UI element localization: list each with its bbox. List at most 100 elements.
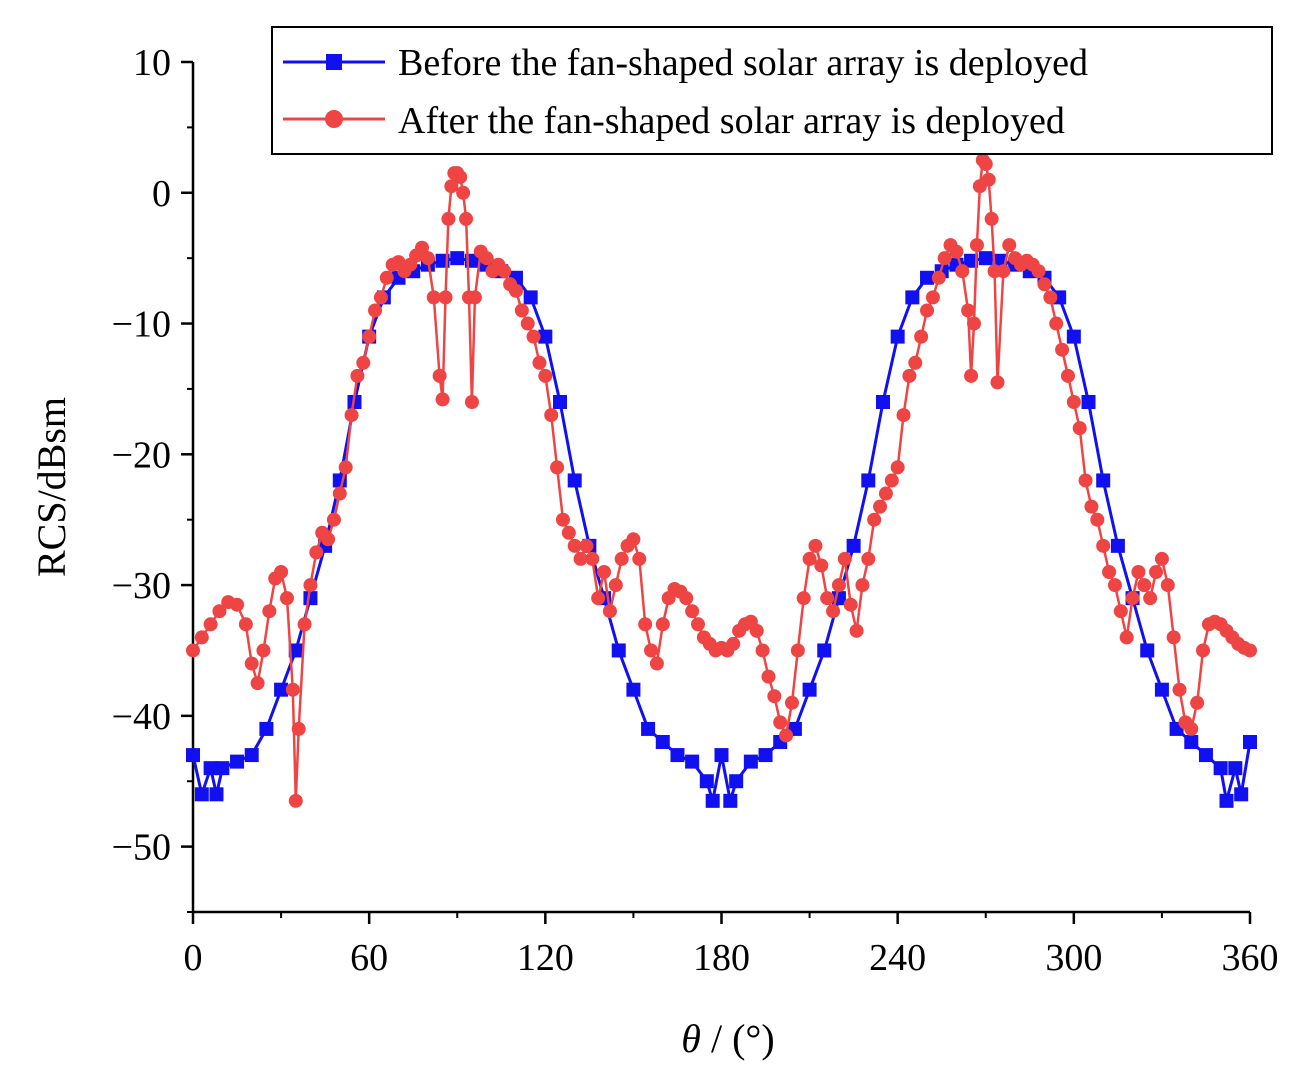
x-axis-unit: / (°): [701, 1016, 775, 1061]
y-tick-label: −50: [112, 827, 171, 869]
data-point: [274, 565, 289, 579]
data-point: [626, 682, 641, 697]
series-layer: [186, 153, 1257, 808]
data-point: [808, 538, 823, 553]
data-point: [626, 532, 641, 547]
data-point: [632, 551, 647, 566]
data-point: [441, 211, 456, 226]
data-point: [544, 408, 559, 423]
data-point: [1243, 643, 1257, 658]
data-point: [344, 408, 359, 423]
data-point: [309, 545, 324, 560]
data-point: [670, 748, 685, 763]
data-point: [1072, 421, 1087, 436]
data-point: [649, 656, 664, 671]
data-point: [203, 761, 218, 776]
data-point: [573, 551, 588, 566]
data-point: [908, 355, 923, 370]
data-point: [937, 251, 952, 266]
data-point: [699, 774, 714, 789]
data-point: [1149, 565, 1164, 579]
data-point: [212, 604, 227, 619]
data-point: [685, 754, 700, 769]
data-point: [238, 617, 253, 632]
y-tick-label: 10: [133, 42, 171, 84]
data-point: [814, 558, 829, 573]
legend-label-after: After the fan-shaped solar array is depl…: [398, 100, 1065, 142]
data-point: [790, 643, 805, 658]
x-tick-label: 360: [1222, 937, 1279, 979]
data-point: [1037, 277, 1052, 292]
data-point: [288, 643, 303, 658]
data-point: [453, 170, 468, 185]
y-tick-label: −40: [112, 696, 171, 738]
data-point: [285, 682, 300, 697]
data-point: [520, 316, 535, 331]
data-point: [1166, 630, 1181, 645]
data-point: [890, 329, 905, 344]
data-point: [1031, 264, 1046, 279]
data-point: [215, 761, 230, 776]
data-point: [230, 597, 245, 612]
data-point: [875, 395, 890, 409]
data-point: [964, 368, 979, 383]
data-point: [420, 251, 435, 266]
data-point: [614, 551, 629, 566]
data-point: [644, 643, 659, 658]
x-tick-label: 60: [350, 937, 388, 979]
data-point: [1110, 538, 1125, 553]
data-point: [1060, 368, 1075, 383]
data-point: [332, 486, 347, 501]
data-point: [464, 395, 479, 409]
data-point: [555, 512, 570, 527]
data-point: [438, 290, 453, 305]
data-point: [203, 617, 218, 632]
legend-box: [271, 26, 1273, 155]
data-point: [861, 473, 876, 488]
data-point: [820, 591, 835, 606]
data-point: [230, 754, 245, 769]
data-point: [514, 303, 529, 318]
data-point: [262, 604, 277, 619]
data-point: [597, 565, 612, 579]
data-point: [896, 408, 911, 423]
data-point: [608, 578, 623, 593]
data-point: [767, 689, 782, 704]
data-point: [978, 251, 993, 266]
data-point: [459, 211, 474, 226]
data-point: [585, 551, 600, 566]
data-point: [350, 368, 365, 383]
data-point: [1066, 329, 1081, 344]
data-point: [817, 643, 832, 658]
data-point: [1172, 682, 1187, 697]
data-point: [984, 211, 999, 226]
data-point: [538, 368, 553, 383]
data-point: [1078, 473, 1093, 488]
data-point: [450, 251, 465, 266]
data-point: [291, 721, 306, 736]
x-tick-label: 180: [693, 937, 750, 979]
data-point: [726, 636, 741, 651]
data-point: [758, 748, 773, 763]
data-point: [955, 264, 970, 279]
data-point: [761, 669, 776, 684]
data-point: [1102, 565, 1117, 579]
data-point: [1055, 342, 1070, 357]
data-point: [755, 643, 770, 658]
data-point: [1196, 643, 1211, 658]
data-point: [415, 240, 430, 255]
series-line: [191, 256, 1252, 803]
data-point: [186, 643, 200, 658]
data-point: [902, 368, 917, 383]
data-point: [685, 604, 700, 619]
data-point: [714, 748, 729, 763]
data-point: [705, 793, 720, 808]
data-point: [1143, 591, 1158, 606]
data-point: [244, 656, 259, 671]
data-point: [259, 721, 274, 736]
data-point: [1131, 565, 1146, 579]
data-point: [796, 591, 811, 606]
data-point: [729, 774, 744, 789]
data-point: [444, 179, 459, 194]
data-point: [479, 251, 494, 266]
